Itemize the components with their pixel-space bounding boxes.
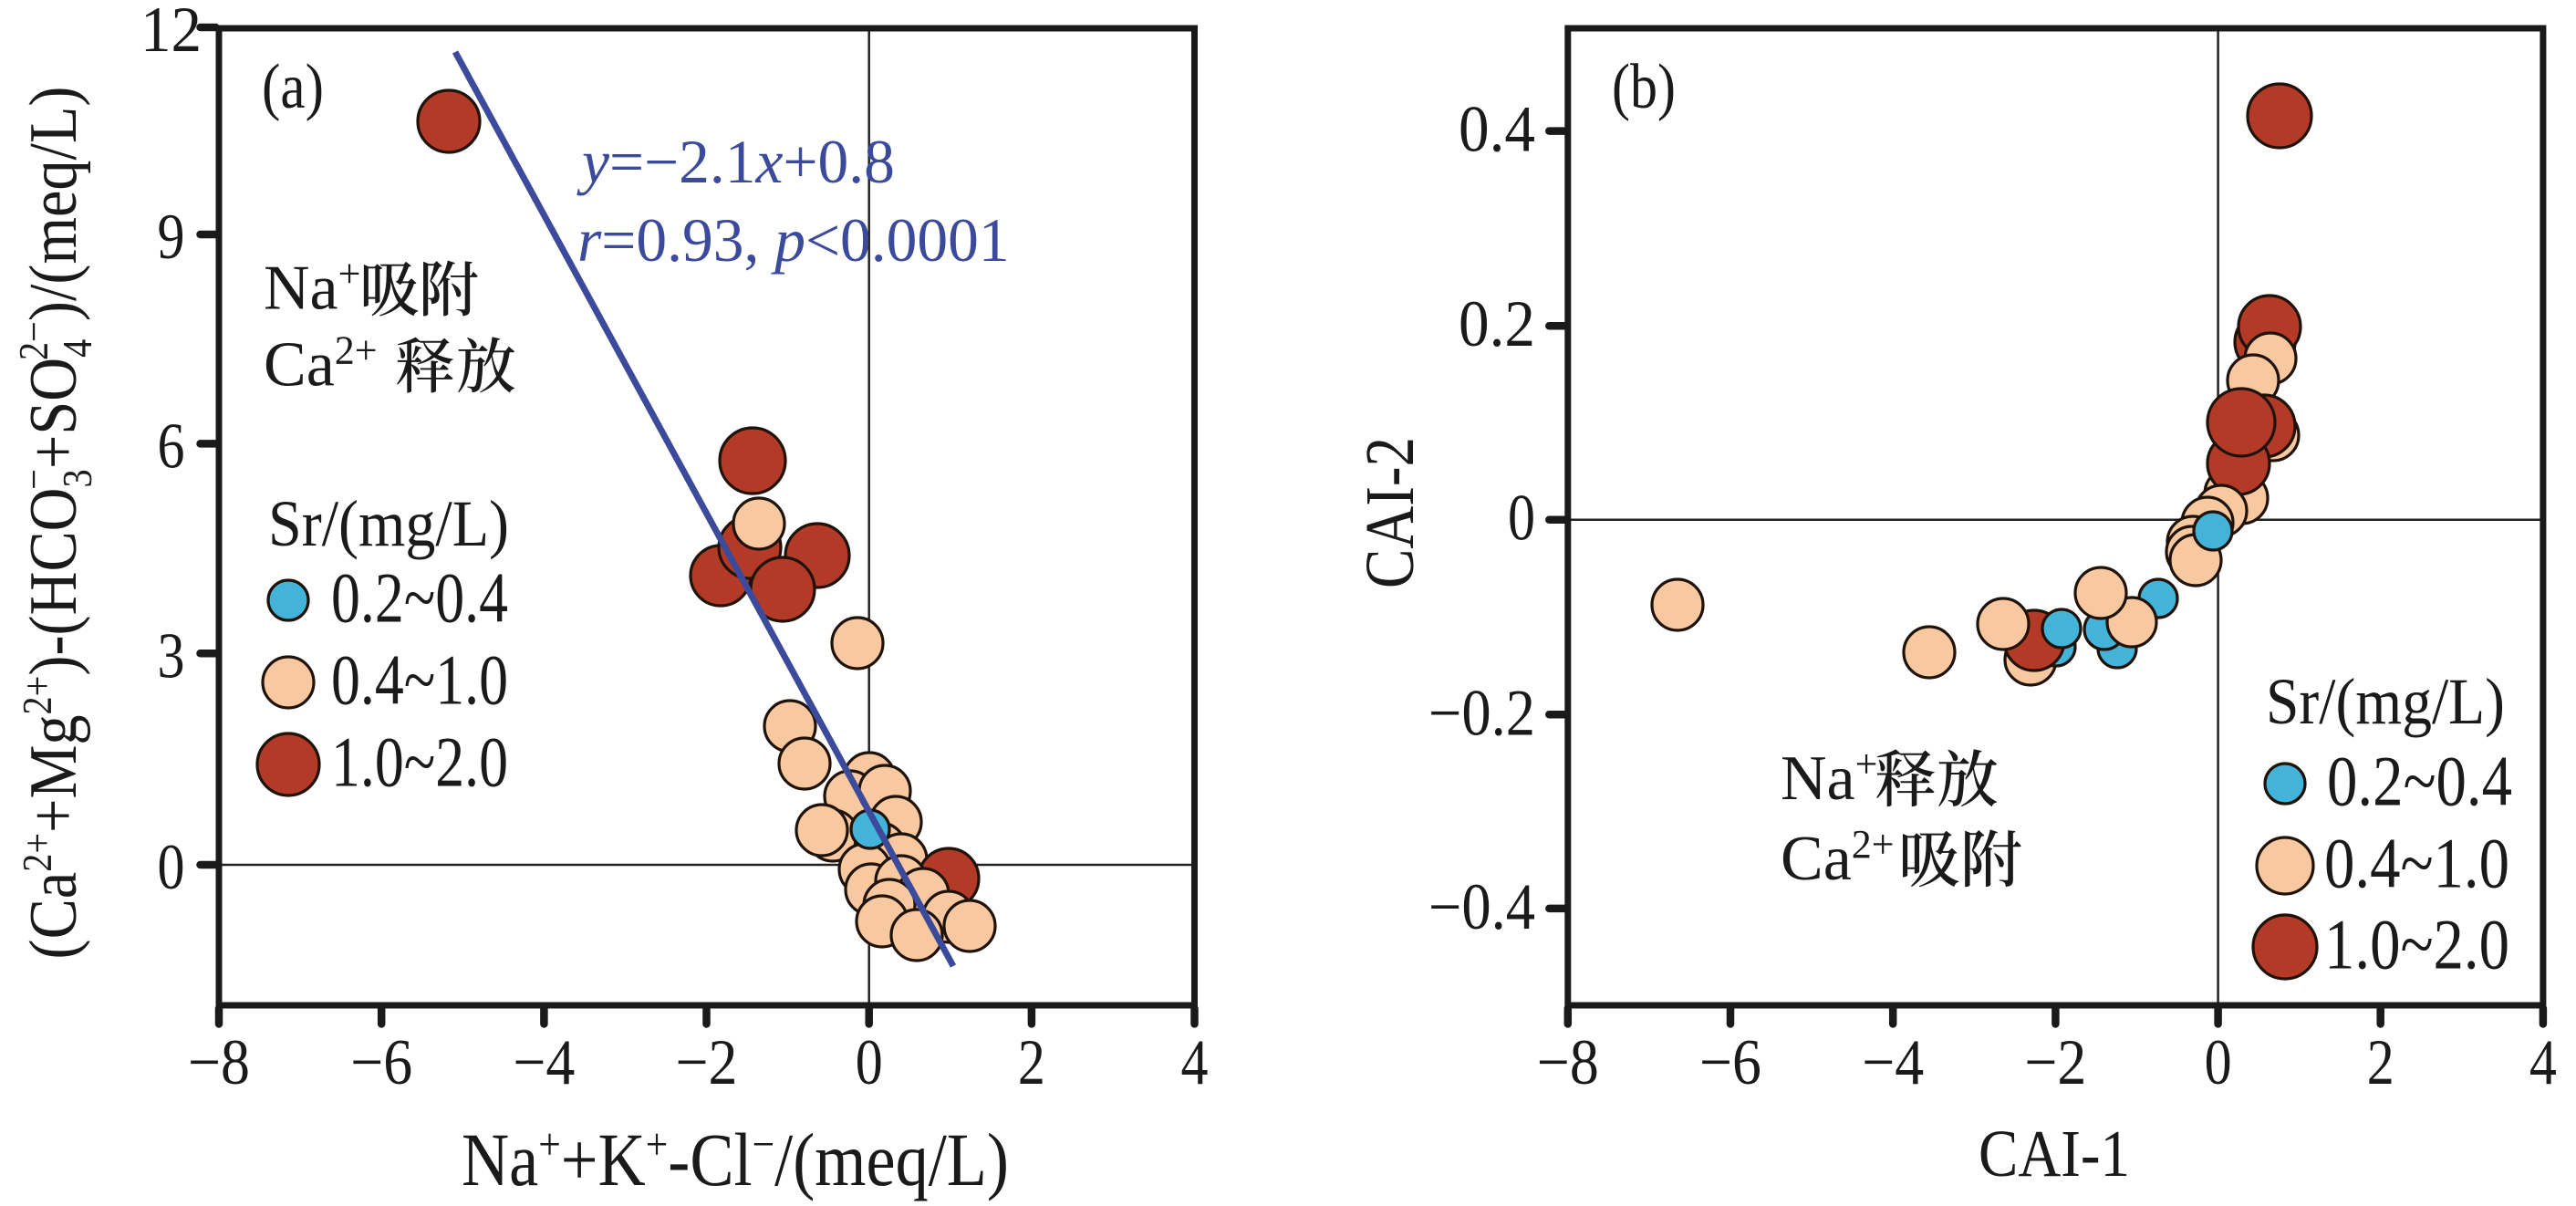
svg-text:9: 9 — [158, 202, 185, 273]
svg-text:(Ca2++Mg2+)-(HCO3−+SO42−)/(meq: (Ca2++Mg2+)-(HCO3−+SO42−)/(meq/L) — [11, 87, 100, 960]
svg-text:−2: −2 — [2024, 1027, 2086, 1098]
svg-text:(a): (a) — [262, 52, 324, 122]
svg-text:−4: −4 — [513, 1027, 575, 1098]
svg-text:0.2~0.4: 0.2~0.4 — [331, 558, 508, 638]
svg-text:0.4: 0.4 — [1459, 93, 1535, 166]
svg-text:Sr/(mg/L): Sr/(mg/L) — [268, 487, 509, 560]
svg-text:0.2: 0.2 — [1459, 287, 1535, 360]
svg-text:−8: −8 — [188, 1027, 250, 1098]
svg-text:y=−2.1x+0.8: y=−2.1x+0.8 — [576, 128, 895, 196]
svg-text:6: 6 — [158, 411, 185, 482]
svg-text:r=0.93, p<0.0001: r=0.93, p<0.0001 — [577, 206, 1010, 275]
svg-text:2: 2 — [2367, 1027, 2394, 1098]
svg-text:0: 0 — [2205, 1027, 2232, 1098]
svg-text:−6: −6 — [350, 1027, 412, 1098]
svg-text:Ca2+: Ca2+ — [264, 328, 378, 400]
svg-text:−0.2: −0.2 — [1428, 676, 1535, 749]
svg-text:(b): (b) — [1612, 52, 1676, 122]
svg-text:CAI-1: CAI-1 — [1979, 1117, 2130, 1190]
svg-text:CAI-2: CAI-2 — [1352, 437, 1428, 588]
svg-text:2: 2 — [1018, 1027, 1045, 1098]
svg-text:0: 0 — [1508, 482, 1535, 555]
svg-text:0.4~1.0: 0.4~1.0 — [331, 640, 508, 720]
svg-text:−2: −2 — [676, 1027, 738, 1098]
svg-text:Sr/(mg/L): Sr/(mg/L) — [2266, 665, 2505, 738]
svg-text:4: 4 — [2529, 1027, 2557, 1098]
svg-text:1.0~2.0: 1.0~2.0 — [331, 723, 508, 802]
svg-text:12: 12 — [140, 0, 202, 66]
svg-text:0: 0 — [158, 832, 185, 903]
svg-text:0.2~0.4: 0.2~0.4 — [2327, 742, 2512, 821]
svg-text:0.4~1.0: 0.4~1.0 — [2324, 824, 2509, 903]
svg-text:1.0~2.0: 1.0~2.0 — [2324, 905, 2509, 984]
svg-text:−4: −4 — [1862, 1027, 1924, 1098]
svg-text:−8: −8 — [1537, 1027, 1599, 1098]
svg-text:−6: −6 — [1699, 1027, 1761, 1098]
svg-text:3: 3 — [158, 620, 185, 691]
svg-text:0: 0 — [856, 1027, 883, 1098]
svg-text:−0.4: −0.4 — [1428, 870, 1535, 943]
svg-text:4: 4 — [1181, 1027, 1209, 1098]
